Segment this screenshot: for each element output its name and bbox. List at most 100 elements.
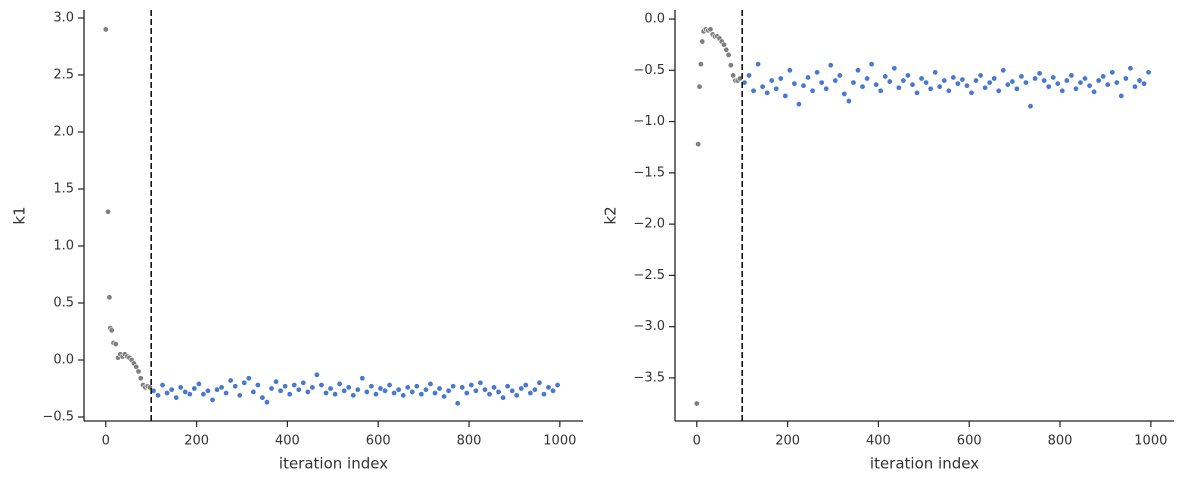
point <box>518 385 525 392</box>
point <box>282 383 289 390</box>
point <box>372 391 379 398</box>
point <box>395 386 402 393</box>
point <box>1041 77 1048 84</box>
point <box>950 74 957 81</box>
point <box>823 85 830 92</box>
point <box>982 84 989 91</box>
y-tick-label: −1.0 <box>633 114 665 129</box>
point <box>1004 81 1011 88</box>
point <box>545 384 552 391</box>
point <box>1095 77 1102 84</box>
point <box>495 388 502 395</box>
point <box>177 384 184 391</box>
point <box>223 390 230 397</box>
point <box>895 84 902 91</box>
point <box>368 383 375 390</box>
point <box>359 375 366 382</box>
point <box>755 61 762 68</box>
point <box>1118 92 1125 99</box>
point <box>923 79 930 86</box>
point <box>873 81 880 88</box>
point <box>791 80 798 87</box>
point <box>859 83 866 90</box>
point <box>454 400 461 407</box>
point <box>105 208 112 215</box>
x-tick-label: 600 <box>366 434 391 449</box>
point <box>554 382 561 389</box>
point <box>304 388 311 395</box>
point <box>786 67 793 74</box>
point <box>963 82 970 89</box>
x-tick-label: 200 <box>184 434 209 449</box>
point <box>112 341 119 348</box>
y-tick-label: −3.5 <box>633 370 665 385</box>
point <box>1063 77 1070 84</box>
point <box>323 390 330 397</box>
x-tick-label: 400 <box>275 434 300 449</box>
x-tick-label: 0 <box>693 434 701 449</box>
y-tick-label: 1.0 <box>53 238 74 253</box>
point <box>1036 70 1043 77</box>
point <box>232 383 239 390</box>
point <box>413 383 420 390</box>
point <box>318 382 325 389</box>
y-tick-label: −2.0 <box>633 217 665 232</box>
point <box>1068 72 1075 79</box>
point <box>795 101 802 108</box>
point <box>468 382 475 389</box>
point <box>341 387 348 394</box>
point <box>995 87 1002 94</box>
point <box>254 382 261 389</box>
point <box>527 390 534 397</box>
point <box>427 380 434 387</box>
point <box>1109 69 1116 76</box>
point <box>531 386 538 393</box>
point <box>191 385 198 392</box>
point <box>436 385 443 392</box>
point <box>481 386 488 393</box>
point <box>155 392 162 399</box>
point <box>1127 65 1134 72</box>
point <box>513 392 520 399</box>
point <box>730 72 737 79</box>
point <box>723 46 730 53</box>
point <box>699 38 706 45</box>
point <box>236 392 243 399</box>
point <box>472 387 479 394</box>
point <box>422 386 429 393</box>
point <box>404 384 411 391</box>
point <box>1013 85 1020 92</box>
point <box>486 391 493 398</box>
y-tick-label: 0.0 <box>53 353 74 368</box>
point <box>391 390 398 397</box>
point <box>1145 69 1152 76</box>
point <box>832 77 839 84</box>
point <box>137 375 144 382</box>
point <box>1136 77 1143 84</box>
point <box>459 384 466 391</box>
point <box>431 390 438 397</box>
point <box>877 87 884 94</box>
point <box>106 294 113 301</box>
x-tick-label: 0 <box>102 434 110 449</box>
y-tick-label: 0.0 <box>644 12 665 27</box>
point <box>945 87 952 94</box>
point <box>354 386 361 393</box>
point <box>504 383 511 390</box>
y-tick-label: −3.0 <box>633 319 665 334</box>
point <box>845 98 852 105</box>
x-tick-label: 1000 <box>1134 434 1167 449</box>
point <box>1018 73 1025 80</box>
point <box>693 400 700 407</box>
point <box>904 72 911 79</box>
point <box>445 387 452 394</box>
x-tick-label: 800 <box>457 434 482 449</box>
point <box>1045 83 1052 90</box>
point <box>1100 73 1107 80</box>
point <box>746 72 753 79</box>
point <box>764 89 771 96</box>
point <box>135 368 142 375</box>
y-tick-label: 3.0 <box>53 10 74 25</box>
point <box>108 327 115 334</box>
point <box>1009 78 1016 85</box>
